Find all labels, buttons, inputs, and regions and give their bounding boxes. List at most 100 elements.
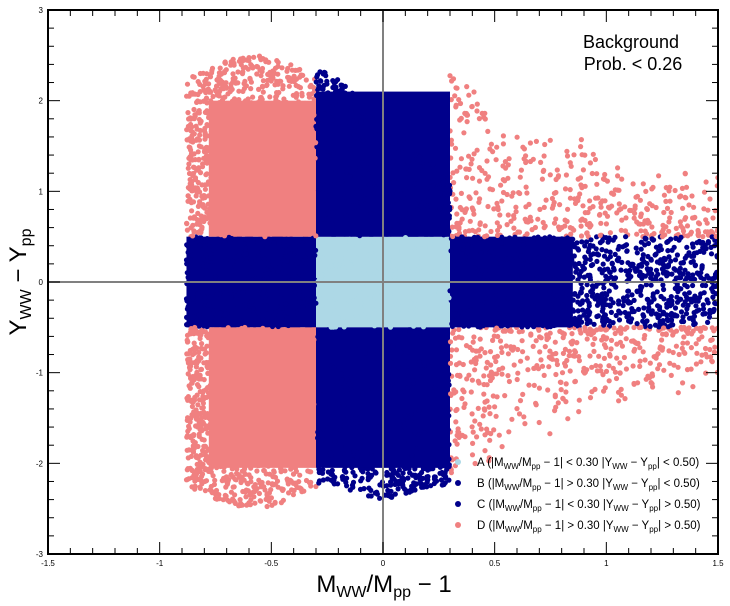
data-point xyxy=(492,404,498,410)
data-point xyxy=(200,400,206,406)
data-point xyxy=(242,78,248,84)
data-point xyxy=(483,365,489,371)
data-point xyxy=(541,372,547,378)
data-point xyxy=(488,431,494,437)
data-point xyxy=(632,210,638,216)
data-point xyxy=(640,312,646,318)
data-point xyxy=(482,116,488,122)
data-point xyxy=(623,215,629,221)
data-point xyxy=(542,141,548,148)
data-point xyxy=(642,228,648,234)
data-point xyxy=(516,411,523,417)
data-point xyxy=(469,227,476,233)
data-point xyxy=(185,394,191,400)
data-point xyxy=(586,300,592,306)
data-point xyxy=(641,305,647,311)
data-point xyxy=(199,182,205,188)
data-point xyxy=(458,190,464,196)
data-point xyxy=(631,324,637,331)
data-point xyxy=(248,86,254,92)
data-point xyxy=(230,71,236,77)
data-point xyxy=(271,468,277,474)
data-point xyxy=(267,94,273,100)
data-point xyxy=(468,161,474,167)
data-point xyxy=(554,361,561,368)
data-point xyxy=(527,140,534,146)
data-point xyxy=(220,497,226,503)
data-point xyxy=(457,100,464,107)
data-point xyxy=(311,96,317,102)
data-point xyxy=(690,328,696,334)
data-point xyxy=(701,189,708,195)
data-point xyxy=(197,459,203,465)
data-point xyxy=(488,141,494,147)
data-point xyxy=(514,376,520,383)
data-point xyxy=(567,160,573,166)
data-point xyxy=(482,350,488,356)
data-point xyxy=(470,440,476,446)
data-point xyxy=(258,95,264,101)
data-point xyxy=(519,338,525,344)
data-point xyxy=(210,93,216,100)
data-point xyxy=(582,259,588,266)
data-point xyxy=(541,153,547,159)
data-point xyxy=(571,227,577,233)
data-point xyxy=(585,331,591,337)
data-point xyxy=(511,215,517,221)
data-point xyxy=(608,346,614,352)
data-point xyxy=(637,358,643,364)
data-point xyxy=(608,309,615,315)
data-point xyxy=(497,212,503,218)
data-point xyxy=(579,239,585,245)
data-point xyxy=(635,380,641,386)
data-point xyxy=(610,365,616,371)
data-point xyxy=(517,398,524,404)
data-point xyxy=(530,156,536,162)
data-point xyxy=(668,258,674,264)
data-point xyxy=(661,209,667,216)
data-point xyxy=(618,330,624,336)
data-point xyxy=(690,215,696,221)
data-point xyxy=(680,340,686,346)
data-point xyxy=(342,468,348,474)
data-point xyxy=(470,339,476,345)
data-point xyxy=(555,400,561,406)
data-point xyxy=(583,239,590,245)
data-point xyxy=(666,219,672,225)
data-point xyxy=(643,282,650,288)
data-point xyxy=(597,266,603,272)
data-point xyxy=(565,416,571,422)
data-point xyxy=(482,170,488,176)
data-point xyxy=(547,431,553,437)
data-point xyxy=(184,137,190,143)
data-point xyxy=(546,364,552,370)
data-point xyxy=(622,228,629,234)
data-point xyxy=(189,403,195,410)
data-point xyxy=(197,132,203,138)
data-point xyxy=(494,353,500,359)
data-point xyxy=(207,73,213,79)
data-point xyxy=(559,370,566,376)
data-point xyxy=(451,180,457,186)
data-point xyxy=(612,251,618,257)
data-point xyxy=(264,503,270,510)
data-point xyxy=(254,71,260,77)
data-point xyxy=(547,137,553,143)
data-point xyxy=(677,194,683,200)
data-point xyxy=(452,145,459,151)
data-point xyxy=(449,141,455,147)
data-point xyxy=(677,219,684,225)
data-point xyxy=(642,332,648,339)
data-point xyxy=(597,363,603,369)
data-point xyxy=(644,296,650,302)
data-point xyxy=(273,94,279,100)
data-point xyxy=(562,346,569,352)
data-point xyxy=(636,306,642,312)
data-point xyxy=(494,220,500,226)
data-point xyxy=(649,308,655,314)
data-point xyxy=(405,475,411,481)
data-point xyxy=(705,229,711,235)
data-point xyxy=(584,292,590,299)
data-point xyxy=(518,358,524,364)
data-point xyxy=(543,197,549,203)
